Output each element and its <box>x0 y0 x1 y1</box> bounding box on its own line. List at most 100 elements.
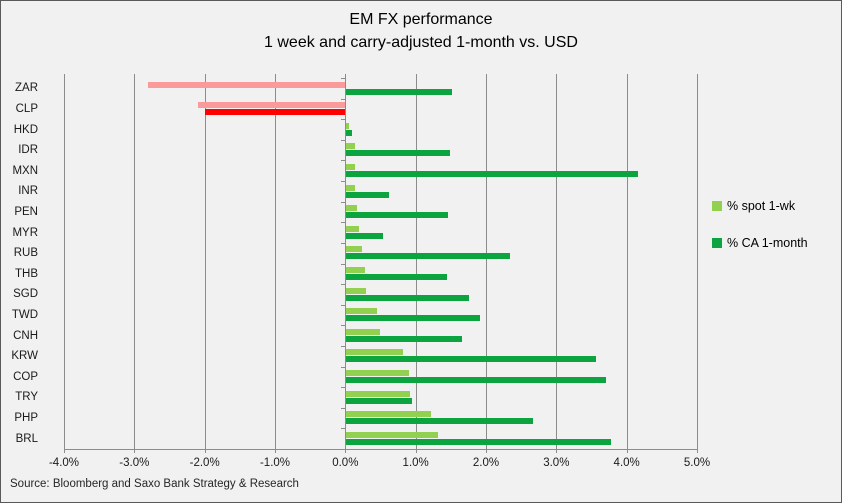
chart-title: EM FX performance 1 week and carry-adjus… <box>1 8 841 54</box>
bar-ca-THB <box>346 274 447 280</box>
bar-spot-MYR <box>346 225 359 232</box>
bar-ca-TWD <box>346 315 480 322</box>
bar-spot-PHP <box>346 411 431 418</box>
gridline--4.0% <box>64 74 65 449</box>
bar-spot-TWD <box>346 308 378 315</box>
bar-spot-RUB <box>346 246 362 253</box>
bar-ca-IDR <box>346 150 450 157</box>
category-tick <box>341 367 346 368</box>
bar-spot-SGD <box>346 287 367 294</box>
bar-spot-THB <box>346 267 366 273</box>
bar-ca-MYR <box>346 232 383 239</box>
legend: % spot 1-wk % CA 1-month <box>712 199 808 273</box>
legend-item: % spot 1-wk <box>712 199 808 213</box>
category-tick <box>341 181 346 182</box>
x-tick <box>345 449 346 453</box>
bar-spot-CLP <box>197 102 346 109</box>
category-tick <box>341 346 346 347</box>
x-tick-label: -4.0% <box>48 457 80 469</box>
x-tick <box>697 449 698 453</box>
category-tick <box>341 99 346 100</box>
bar-ca-SGD <box>346 294 470 301</box>
category-tick <box>341 428 346 429</box>
chart-title-line2: 1 week and carry-adjusted 1-month vs. US… <box>264 34 578 51</box>
category-label-CNH: CNH <box>13 329 38 342</box>
gridline--1.0% <box>275 74 276 449</box>
x-tick <box>134 449 135 453</box>
x-tick-label: 0.0% <box>332 457 359 469</box>
category-label-PEN: PEN <box>14 205 38 218</box>
category-label-RUB: RUB <box>13 247 38 260</box>
bar-spot-TRY <box>346 390 411 397</box>
category-label-SGD: SGD <box>13 288 38 301</box>
gridline-3.0% <box>556 74 557 449</box>
x-tick <box>416 449 417 453</box>
legend-label: % spot 1-wk <box>727 199 796 213</box>
x-tick <box>556 449 557 453</box>
x-tick <box>486 449 487 453</box>
category-label-HKD: HKD <box>13 123 38 136</box>
bar-ca-TRY <box>346 397 412 404</box>
category-label-CLP: CLP <box>15 102 38 115</box>
category-tick <box>341 387 346 388</box>
category-label-TRY: TRY <box>15 391 38 404</box>
bar-ca-COP <box>346 377 606 384</box>
category-tick <box>341 222 346 223</box>
category-tick <box>341 78 346 79</box>
category-label-INR: INR <box>18 185 38 198</box>
category-label-KRW: KRW <box>11 350 38 363</box>
x-tick-label: -1.0% <box>259 457 291 469</box>
category-label-MXN: MXN <box>12 164 38 177</box>
bar-ca-HKD <box>346 129 352 136</box>
gridline--3.0% <box>134 74 135 449</box>
x-tick-label: 1.0% <box>402 457 429 469</box>
category-tick <box>341 202 346 203</box>
x-tick-label: 2.0% <box>472 457 500 469</box>
x-tick-label: -2.0% <box>189 457 220 469</box>
x-axis-line <box>64 449 697 450</box>
category-tick <box>341 408 346 409</box>
bar-spot-KRW <box>346 349 403 356</box>
bar-spot-CNH <box>346 328 381 335</box>
category-label-IDR: IDR <box>18 144 38 157</box>
x-tick <box>205 449 206 453</box>
bar-spot-HKD <box>346 122 350 129</box>
chart-title-line1: EM FX performance <box>349 11 493 28</box>
category-label-THB: THB <box>15 267 38 280</box>
category-label-BRL: BRL <box>15 432 38 445</box>
category-tick <box>341 284 346 285</box>
x-tick-label: 4.0% <box>613 457 640 469</box>
category-tick <box>341 325 346 326</box>
bar-spot-INR <box>346 184 356 191</box>
x-tick-label: 3.0% <box>543 457 570 469</box>
x-tick <box>275 449 276 453</box>
bar-ca-CLP <box>204 109 346 116</box>
legend-label: % CA 1-month <box>727 236 808 250</box>
x-tick <box>64 449 65 453</box>
category-label-MYR: MYR <box>12 226 38 239</box>
x-tick <box>627 449 628 453</box>
legend-item: % CA 1-month <box>712 236 808 250</box>
source-note: Source: Bloomberg and Saxo Bank Strategy… <box>10 478 299 490</box>
category-tick <box>341 160 346 161</box>
bar-ca-ZAR <box>346 88 452 95</box>
bar-spot-COP <box>346 370 409 377</box>
bar-ca-RUB <box>346 253 510 260</box>
category-label-COP: COP <box>13 370 38 383</box>
category-label-TWD: TWD <box>11 309 38 322</box>
gridline-2.0% <box>486 74 487 449</box>
gridline-1.0% <box>416 74 417 449</box>
bar-spot-BRL <box>346 431 439 438</box>
gridline-5.0% <box>697 74 698 449</box>
x-tick-label: 5.0% <box>683 457 711 469</box>
bar-ca-PEN <box>346 212 449 219</box>
legend-swatch-icon <box>712 238 722 248</box>
category-tick <box>341 140 346 141</box>
category-tick <box>341 449 346 450</box>
bar-ca-BRL <box>346 438 611 445</box>
category-tick <box>341 243 346 244</box>
bar-spot-ZAR <box>148 81 346 88</box>
gridline-4.0% <box>627 74 628 449</box>
gridline-0.0% <box>345 74 346 449</box>
